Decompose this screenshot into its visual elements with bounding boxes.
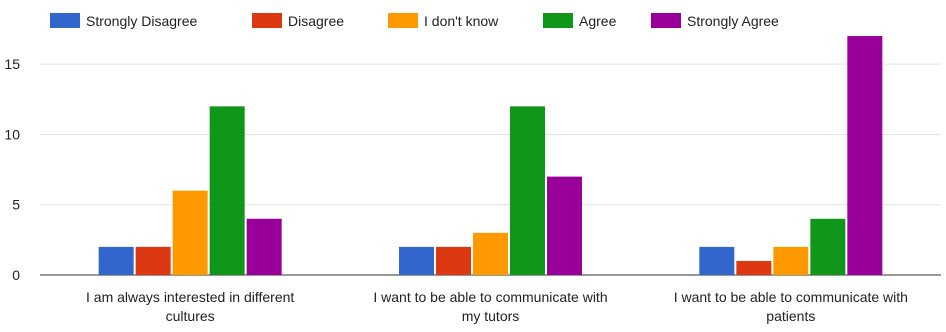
bar [436,246,471,275]
legend-label: Strongly Disagree [86,13,197,29]
x-category-label-line: patients [766,308,815,324]
bar [810,218,846,275]
legend-swatch [50,13,80,28]
y-axis: 0 5 10 15 [4,56,20,283]
x-category-label: I want to be able to communicate with pat… [674,289,908,324]
bar [510,106,545,275]
y-tick-label: 5 [12,197,20,213]
bar [699,246,735,275]
x-category-label-line: I am always interested in different [86,289,294,305]
y-tick-label: 0 [12,267,20,283]
bar [773,246,809,275]
legend-label: Agree [579,13,617,29]
x-axis: I am always interested in different cultu… [86,289,908,324]
y-tick-label: 15 [4,56,20,72]
legend-label: Disagree [288,13,344,29]
bar [547,176,582,275]
x-category-label-line: I want to be able to communicate with [674,289,908,305]
legend-swatch [388,13,418,28]
x-category-label: I want to be able to communicate with my … [373,289,607,324]
bar [736,260,772,275]
legend-swatch [252,13,282,28]
x-category-label-line: my tutors [462,308,520,324]
bar [135,246,171,275]
x-category-label-line: cultures [166,308,215,324]
bar [172,190,208,275]
bars [98,36,883,275]
bar [209,106,245,275]
legend-swatch [543,13,573,28]
legend: Strongly Disagree Disagree I don't know Agr… [50,13,779,29]
bar [98,246,134,275]
bar [399,246,434,275]
bar [847,36,883,275]
legend-swatch [651,13,681,28]
x-category-label-line: I want to be able to communicate with [373,289,607,305]
bar [246,218,282,275]
y-tick-label: 10 [4,126,20,142]
legend-label: Strongly Agree [687,13,779,29]
legend-label: I don't know [424,13,499,29]
x-category-label: I am always interested in different cultu… [86,289,294,324]
bar [473,232,508,275]
